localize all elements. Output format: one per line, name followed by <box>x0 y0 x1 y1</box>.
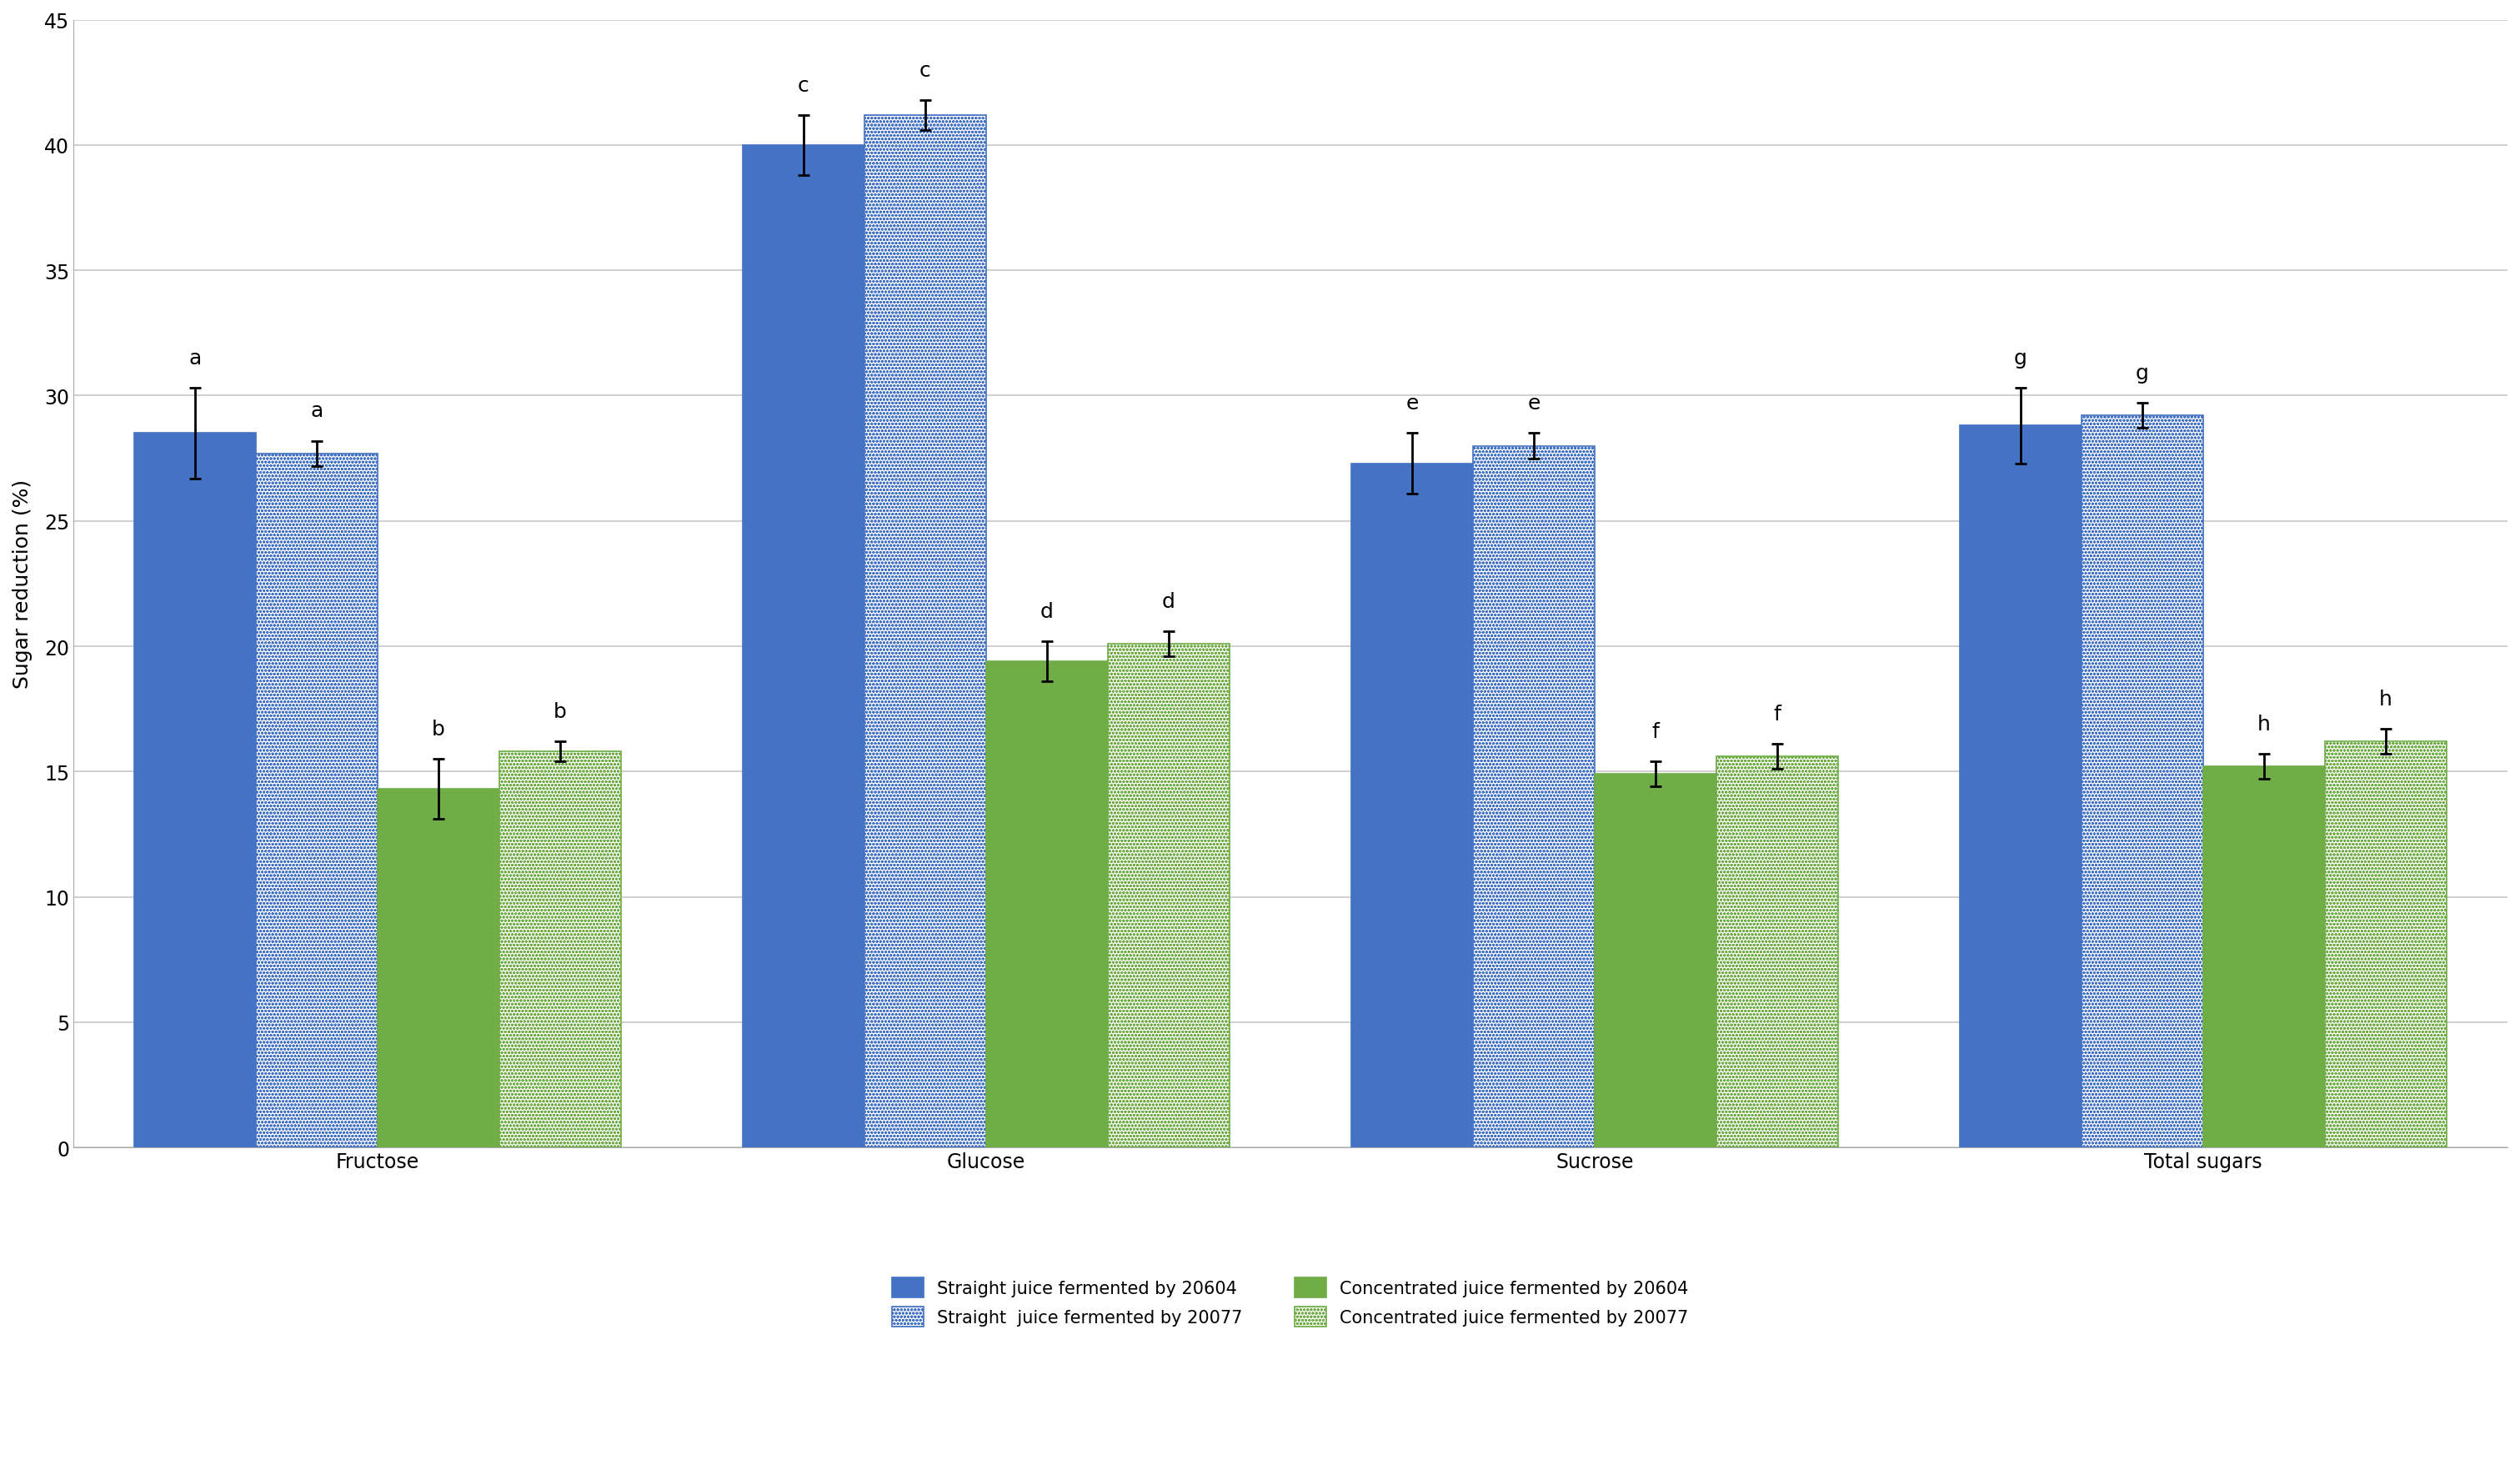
Text: b: b <box>554 702 567 722</box>
Text: e: e <box>1527 394 1540 413</box>
Bar <box>743 145 864 1147</box>
Text: a: a <box>189 349 202 369</box>
Legend: Straight juice fermented by 20604, Straight  juice fermented by 20077, Concentra: Straight juice fermented by 20604, Strai… <box>885 1269 1698 1335</box>
Text: d: d <box>1162 592 1174 611</box>
Bar <box>1595 775 1716 1147</box>
Bar <box>1351 464 1474 1147</box>
Bar <box>2326 741 2447 1147</box>
Bar <box>2082 416 2202 1147</box>
Bar <box>1109 645 1230 1147</box>
Text: d: d <box>1041 602 1053 621</box>
Text: f: f <box>1651 722 1658 741</box>
Bar <box>134 434 257 1147</box>
Text: c: c <box>920 60 930 81</box>
Bar <box>985 662 1109 1147</box>
Text: b: b <box>431 719 446 740</box>
Bar <box>1474 447 1595 1147</box>
Bar <box>1716 757 1837 1147</box>
Bar <box>1961 426 2082 1147</box>
Text: a: a <box>310 401 323 422</box>
Bar <box>499 752 620 1147</box>
Y-axis label: Sugar reduction (%): Sugar reduction (%) <box>13 479 33 689</box>
Bar <box>257 454 378 1147</box>
Bar <box>864 116 985 1147</box>
Text: g: g <box>2013 349 2026 369</box>
Text: c: c <box>799 76 809 95</box>
Text: f: f <box>1774 705 1782 724</box>
Bar <box>378 790 499 1147</box>
Text: h: h <box>2258 715 2271 734</box>
Bar <box>2202 766 2326 1147</box>
Text: e: e <box>1406 394 1419 413</box>
Text: g: g <box>2137 363 2150 384</box>
Text: h: h <box>2379 690 2391 709</box>
